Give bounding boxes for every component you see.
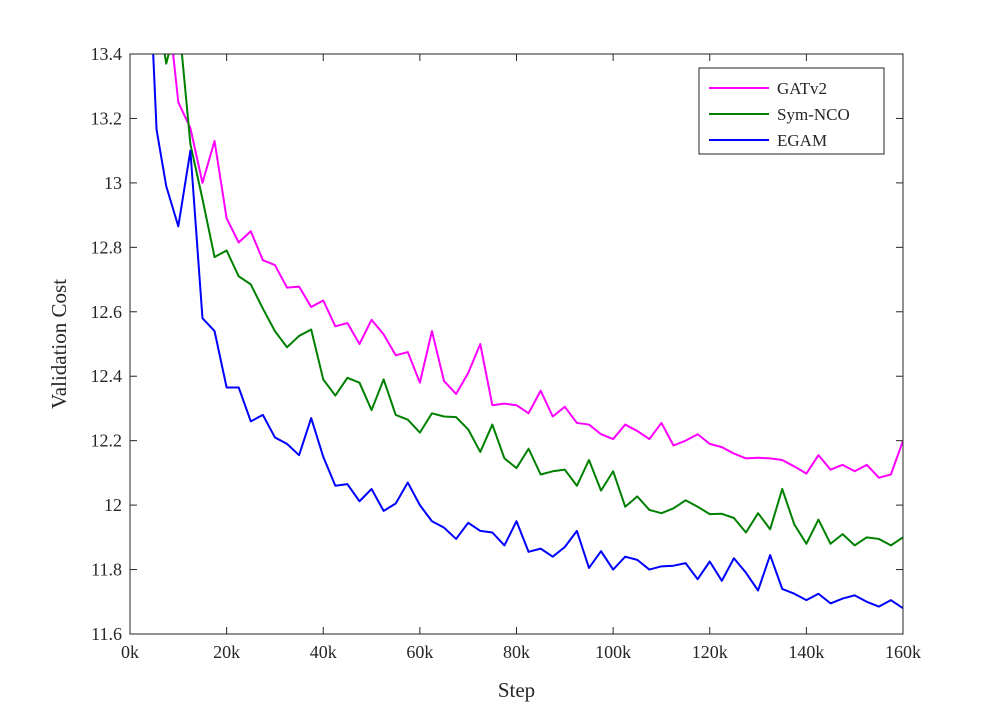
x-axis-label: Step xyxy=(498,678,535,702)
x-tick-label: 0k xyxy=(121,642,139,662)
y-tick-label: 13.4 xyxy=(91,44,123,64)
series-line-egam xyxy=(152,54,903,610)
series-line-sym-nco xyxy=(163,54,903,547)
x-tick-label: 120k xyxy=(692,642,728,662)
tick-layer: 0k 20k 40k 60k 80k 100k 120k 140k 160k 11.6 11.8 12… xyxy=(91,44,922,662)
y-tick-label: 11.6 xyxy=(91,624,122,644)
x-tick-label: 140k xyxy=(788,642,824,662)
y-axis-label: Validation Cost xyxy=(47,279,71,409)
x-tick-label: 60k xyxy=(406,642,433,662)
y-tick-label: 13.2 xyxy=(91,108,123,128)
y-tick-label: 12.4 xyxy=(91,366,123,386)
legend: GATv2 Sym-NCO EGAM xyxy=(698,67,885,155)
y-tick-label: 11.8 xyxy=(91,560,122,580)
y-tick-label: 12.2 xyxy=(91,431,123,451)
y-tick-label: 12 xyxy=(104,495,122,515)
legend-label-egam: EGAM xyxy=(777,131,827,150)
legend-label-sym-nco: Sym-NCO xyxy=(777,105,850,124)
y-tick-label: 13 xyxy=(104,173,122,193)
x-tick-label: 80k xyxy=(503,642,530,662)
x-tick-label: 160k xyxy=(885,642,921,662)
x-tick-label: 40k xyxy=(310,642,337,662)
x-tick-label: 20k xyxy=(213,642,240,662)
y-tick-label: 12.6 xyxy=(91,302,123,322)
y-tick-label: 12.8 xyxy=(91,237,123,257)
x-tick-label: 100k xyxy=(595,642,631,662)
series-line-gatv2 xyxy=(172,54,903,479)
series-layer xyxy=(152,54,903,610)
legend-label-gatv2: GATv2 xyxy=(777,79,827,98)
